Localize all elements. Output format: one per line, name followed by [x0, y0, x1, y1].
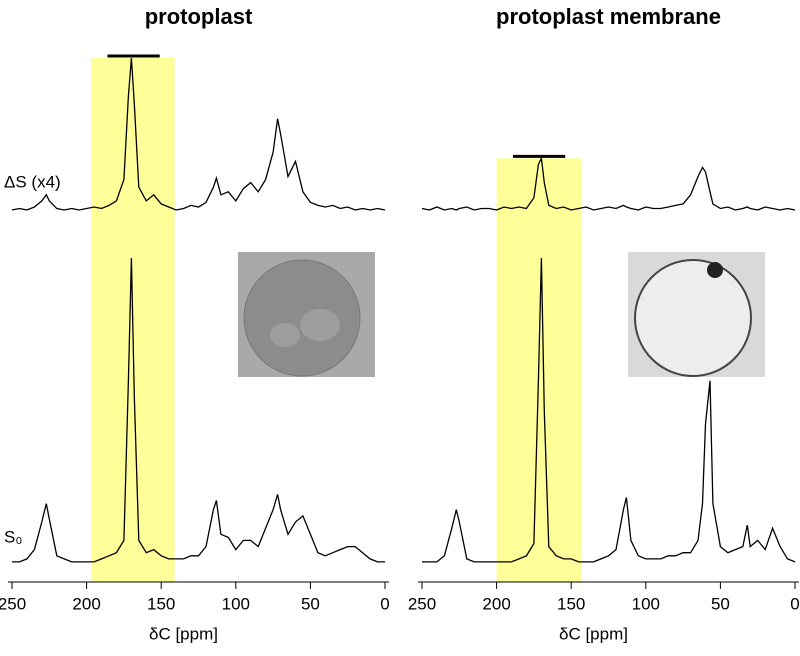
inset-protoplast: [238, 252, 375, 377]
spectrum-line: [12, 257, 385, 563]
x-tick-label: 150: [557, 594, 585, 613]
x-tick-label: 100: [222, 594, 250, 613]
x-axis-label: δC [ppm]: [149, 624, 218, 643]
series-label: S₀: [4, 527, 22, 546]
cell: [634, 259, 752, 377]
x-tick-label: 0: [790, 594, 799, 613]
x-axis-label: δC [ppm]: [559, 624, 628, 643]
x-tick-label: 150: [147, 594, 175, 613]
x-tick-label: 200: [72, 594, 100, 613]
x-tick-label: 200: [482, 594, 510, 613]
chart-title: protoplast membrane: [496, 4, 721, 29]
inset-membrane: [628, 252, 765, 377]
chart-title: protoplast: [145, 4, 253, 29]
cell-detail: [300, 309, 340, 341]
cell-detail: [270, 323, 300, 347]
spectrum-line: [422, 257, 796, 563]
cell-detail: [707, 262, 723, 278]
cell: [243, 259, 361, 377]
spectrum-line: [421, 156, 796, 211]
foreground-layer: protoplast ΔS (x4) S₀ 250 200 150 100 50 0 δC [pp…: [0, 4, 800, 644]
x-tick-label: 50: [711, 594, 730, 613]
spectrum-line: [11, 57, 386, 211]
x-tick-label: 50: [301, 594, 320, 613]
x-tick-label: 0: [380, 594, 389, 613]
x-tick-label: 100: [632, 594, 660, 613]
x-tick-label: 250: [0, 594, 26, 613]
series-label: ΔS (x4): [4, 172, 61, 191]
x-tick-label: 250: [408, 594, 436, 613]
